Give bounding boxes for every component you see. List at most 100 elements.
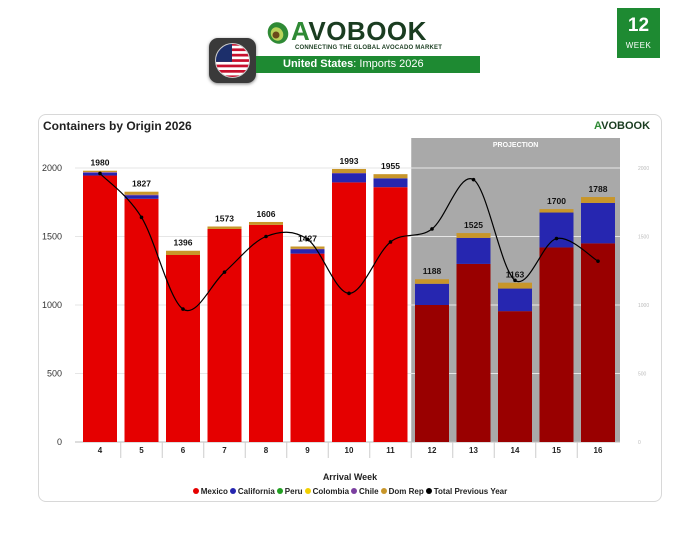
bar-segment-mexico: [539, 247, 574, 442]
legend-marker: [351, 488, 358, 494]
y2-tick-label: 500: [638, 372, 647, 378]
legend-item-mexico: Mexico: [192, 487, 228, 496]
bar-segment-california: [498, 288, 532, 312]
legend-marker: [304, 488, 311, 494]
bar-total-label: 1993: [340, 156, 359, 166]
bar-total-label: 1188: [423, 266, 442, 276]
bar-segment-mexico: [373, 187, 408, 442]
chart-legend: Mexico California Peru Colombia Chile Dom Rep…: [0, 487, 700, 496]
bar-total-label: 1606: [257, 209, 276, 219]
y2-tick-label: 2000: [638, 166, 649, 172]
bar-segment-dom-rep: [290, 246, 325, 249]
previous-year-point: [554, 236, 559, 241]
x-tick-label: 10: [345, 446, 354, 455]
mini-avobook-logo: AVOBOOK: [594, 120, 650, 132]
bar-segment-dom-rep: [456, 233, 491, 238]
x-tick-label: 8: [264, 446, 269, 455]
x-tick-label: 6: [181, 446, 186, 455]
bar-total-label: 1980: [91, 158, 110, 168]
bar-total-label: 1788: [589, 184, 608, 194]
previous-year-point: [98, 171, 102, 176]
previous-year-point: [181, 307, 185, 311]
x-tick-label: 13: [469, 446, 478, 455]
week-badge: 12 WEEK: [617, 8, 660, 58]
avocado-logo-icon: [267, 22, 289, 44]
bar-total-label: 1700: [547, 196, 566, 206]
legend-label: Total Previous Year: [433, 487, 508, 496]
bar-segment-dom-rep: [207, 226, 242, 229]
bar-segment-dom-rep: [415, 279, 449, 284]
bar-segment-dom-rep: [498, 282, 532, 289]
previous-year-point: [305, 237, 310, 242]
week-number: 12: [627, 15, 650, 36]
legend-item-chile: Chile: [351, 487, 379, 496]
legend-marker: [192, 488, 199, 494]
chart-title: Containers by Origin 2026: [43, 119, 192, 133]
x-tick-label: 15: [552, 446, 561, 455]
bar-segment-mexico: [207, 228, 242, 442]
y2-tick-label: 0: [638, 440, 641, 446]
bar-segment-california: [124, 195, 159, 199]
y-tick-label: 1500: [42, 232, 62, 242]
legend-label: Colombia: [312, 487, 350, 496]
x-tick-label: 9: [305, 446, 310, 455]
bar-segment-dom-rep: [581, 197, 615, 203]
country-name: United States: [283, 58, 354, 70]
previous-year-point: [513, 278, 517, 283]
bar-segment-dom-rep: [249, 221, 283, 225]
y2-tick-label: 1000: [638, 303, 649, 309]
legend-item-dom-rep: Dom Rep: [380, 487, 424, 496]
previous-year-point: [388, 240, 393, 244]
bar-segment-california: [290, 249, 325, 254]
legend-item-colombia: Colombia: [304, 487, 350, 496]
x-tick-label: 14: [511, 446, 520, 455]
bar-segment-mexico: [249, 224, 283, 442]
legend-label: California: [237, 487, 275, 496]
bar-segment-dom-rep: [83, 170, 117, 173]
country-title-bar: United States: Imports 2026: [256, 56, 480, 73]
bar-total-label: 1955: [381, 161, 400, 171]
legend-item-california: California: [229, 487, 275, 496]
y-tick-label: 1000: [42, 300, 62, 310]
legend-marker: [380, 488, 387, 494]
country-flag-button[interactable]: [209, 38, 256, 83]
country-suffix: : Imports 2026: [353, 58, 424, 70]
bar-total-label: 1573: [215, 213, 234, 223]
previous-year-point: [596, 259, 600, 263]
previous-year-point: [471, 177, 476, 182]
bar-segment-dom-rep: [373, 174, 408, 179]
legend-marker: [425, 488, 432, 494]
x-tick-label: 5: [139, 446, 144, 455]
logo-tagline: CONNECTING THE GLOBAL AVOCADO MARKET: [295, 45, 443, 51]
bar-segment-mexico: [124, 198, 159, 442]
x-axis-label: Arrival Week: [322, 472, 378, 482]
legend-item-total-previous-year: Total Previous Year: [425, 487, 508, 496]
mini-logo-rest: VOBOOK: [601, 120, 651, 132]
bar-total-label: 1525: [464, 220, 483, 230]
week-label: WEEK: [625, 41, 652, 50]
x-tick-label: 16: [594, 446, 603, 455]
logo-rest: VOBOOK: [308, 16, 427, 46]
bar-segment-mexico: [498, 311, 532, 442]
bar-segment-dom-rep: [332, 168, 366, 174]
legend-label: Peru: [284, 487, 303, 496]
bar-total-label: 1396: [174, 238, 193, 248]
bar-total-label: 1827: [132, 179, 151, 189]
x-tick-label: 12: [428, 446, 437, 455]
x-tick-label: 4: [98, 446, 103, 455]
y-tick-label: 2000: [42, 163, 62, 173]
bar-segment-california: [581, 202, 615, 244]
bar-segment-mexico: [581, 243, 615, 442]
bar-segment-california: [373, 178, 408, 188]
legend-marker: [229, 488, 236, 494]
bar-segment-mexico: [332, 182, 366, 442]
bar-segment-mexico: [456, 263, 491, 442]
bar-segment-mexico: [83, 175, 117, 442]
x-tick-label: 7: [222, 446, 227, 455]
legend-marker: [276, 488, 283, 494]
legend-item-peru: Peru: [276, 487, 303, 496]
bar-segment-california: [539, 212, 574, 248]
avobook-logo: AVOBOOK CONNECTING THE GLOBAL AVOCADO MA…: [262, 14, 482, 56]
bar-segment-chile: [290, 248, 325, 250]
